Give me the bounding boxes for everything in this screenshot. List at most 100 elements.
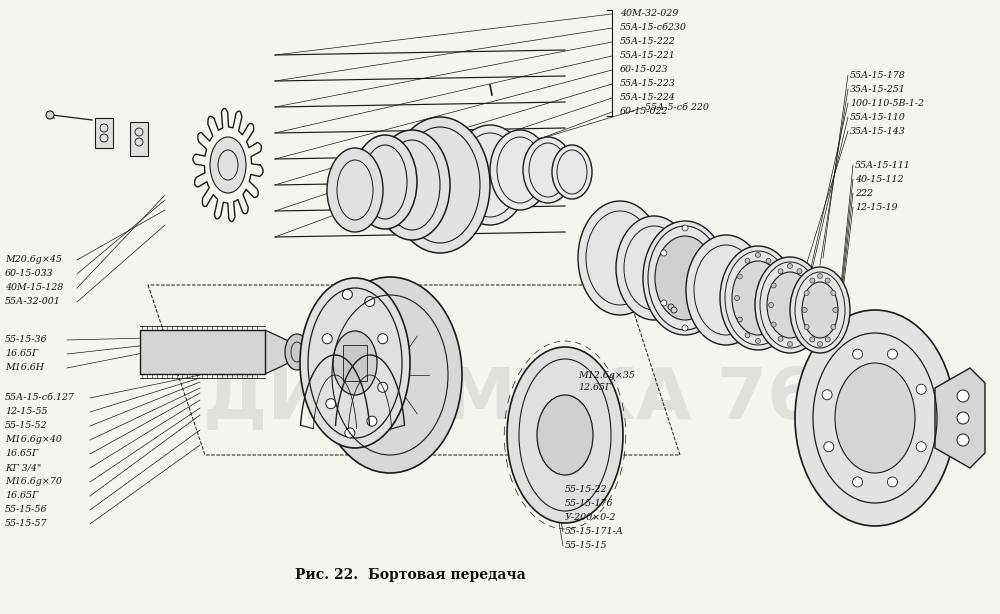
Circle shape	[766, 333, 771, 338]
Text: М16.6g×40: М16.6g×40	[5, 435, 62, 445]
Text: 55-15-176: 55-15-176	[565, 500, 614, 508]
Ellipse shape	[686, 235, 766, 345]
Circle shape	[671, 307, 677, 313]
Circle shape	[887, 477, 897, 487]
Circle shape	[345, 428, 355, 438]
Ellipse shape	[353, 135, 417, 229]
Text: 40М-32-029: 40М-32-029	[620, 9, 678, 18]
Text: 12.65Г: 12.65Г	[578, 384, 611, 392]
Circle shape	[734, 295, 740, 300]
Circle shape	[367, 416, 377, 426]
Polygon shape	[265, 330, 295, 374]
Text: У-200×0-2: У-200×0-2	[565, 513, 616, 523]
Ellipse shape	[732, 261, 784, 335]
Circle shape	[818, 341, 822, 346]
Text: 55А-15-сб.127: 55А-15-сб.127	[5, 394, 75, 403]
Text: 35А-15-143: 35А-15-143	[850, 126, 906, 136]
Circle shape	[825, 337, 830, 342]
Ellipse shape	[285, 334, 309, 370]
Circle shape	[342, 289, 352, 300]
Circle shape	[769, 303, 774, 308]
Circle shape	[804, 290, 809, 295]
Circle shape	[797, 269, 802, 274]
Ellipse shape	[720, 246, 796, 350]
Circle shape	[737, 317, 742, 322]
Ellipse shape	[643, 221, 727, 335]
Circle shape	[703, 300, 709, 306]
Circle shape	[774, 317, 779, 322]
Circle shape	[825, 278, 830, 283]
Circle shape	[661, 250, 667, 256]
Circle shape	[831, 290, 836, 295]
Text: 12-15-55: 12-15-55	[5, 408, 48, 416]
Circle shape	[46, 111, 54, 119]
Text: 100-110-5В-1-2: 100-110-5В-1-2	[850, 98, 924, 107]
Circle shape	[771, 322, 776, 327]
Text: 55-15-171-А: 55-15-171-А	[565, 527, 624, 537]
Circle shape	[957, 412, 969, 424]
Ellipse shape	[327, 148, 383, 232]
Text: 16.65Г: 16.65Г	[5, 491, 38, 500]
Ellipse shape	[767, 272, 813, 338]
Text: 55А-15-сб230: 55А-15-сб230	[620, 23, 687, 33]
Text: 55-15-15: 55-15-15	[565, 542, 608, 551]
Circle shape	[668, 304, 674, 310]
Circle shape	[703, 250, 709, 256]
Polygon shape	[935, 368, 985, 468]
Text: 40М-15-128: 40М-15-128	[5, 284, 63, 292]
Circle shape	[887, 349, 897, 359]
Circle shape	[322, 334, 332, 344]
Ellipse shape	[655, 236, 715, 320]
Circle shape	[776, 295, 782, 300]
Text: М16.6g×70: М16.6g×70	[5, 478, 62, 486]
Text: М16.6Н: М16.6Н	[5, 363, 44, 373]
Text: КГ 3/4": КГ 3/4"	[5, 464, 41, 473]
Text: 16.65Г: 16.65Г	[5, 349, 38, 359]
Text: 55-15-57: 55-15-57	[5, 519, 48, 529]
Text: 55А-5-сб 220: 55А-5-сб 220	[645, 104, 709, 112]
Circle shape	[326, 398, 336, 409]
Circle shape	[756, 338, 761, 343]
Text: 55А-15-110: 55А-15-110	[850, 112, 906, 122]
Circle shape	[745, 258, 750, 263]
Text: Рис. 22.  Бортовая передача: Рис. 22. Бортовая передача	[295, 568, 526, 582]
Text: 55-15-56: 55-15-56	[5, 505, 48, 515]
Ellipse shape	[507, 347, 623, 523]
Circle shape	[797, 336, 802, 341]
Text: 55А-15-178: 55А-15-178	[850, 71, 906, 79]
Text: 60-15-033: 60-15-033	[5, 270, 54, 279]
Ellipse shape	[490, 130, 550, 210]
Circle shape	[806, 303, 811, 308]
Circle shape	[818, 273, 822, 279]
Ellipse shape	[333, 331, 377, 395]
Circle shape	[810, 278, 815, 283]
Text: 16.65Г: 16.65Г	[5, 449, 38, 459]
Bar	[130, 122, 148, 156]
Circle shape	[774, 274, 779, 279]
Ellipse shape	[537, 395, 593, 475]
Circle shape	[804, 325, 809, 330]
Ellipse shape	[795, 310, 955, 526]
Circle shape	[916, 384, 926, 394]
Circle shape	[831, 325, 836, 330]
Circle shape	[766, 258, 771, 263]
Text: ДИНАМИКА 76: ДИНАМИКА 76	[203, 365, 817, 435]
Text: 60-15-023: 60-15-023	[620, 66, 668, 74]
Text: 55А-15-111: 55А-15-111	[855, 160, 911, 169]
Ellipse shape	[452, 125, 528, 225]
Text: 12-15-19: 12-15-19	[855, 203, 898, 211]
Text: 55А-15-223: 55А-15-223	[620, 79, 676, 88]
Text: М20.6g×45: М20.6g×45	[5, 255, 62, 265]
Text: 55А-15-221: 55А-15-221	[620, 52, 676, 61]
Ellipse shape	[300, 278, 410, 448]
Ellipse shape	[318, 277, 462, 473]
Text: 55А-32-001: 55А-32-001	[5, 298, 61, 306]
Circle shape	[957, 434, 969, 446]
Circle shape	[788, 263, 792, 268]
Text: 40-15-112: 40-15-112	[855, 174, 904, 184]
Circle shape	[833, 308, 838, 313]
Circle shape	[682, 325, 688, 331]
Ellipse shape	[390, 117, 490, 253]
Ellipse shape	[374, 130, 450, 240]
Circle shape	[778, 336, 783, 341]
